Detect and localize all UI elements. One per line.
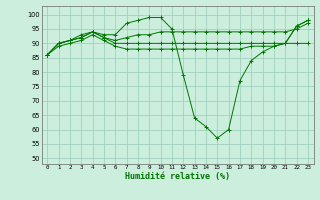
X-axis label: Humidité relative (%): Humidité relative (%) [125,172,230,181]
